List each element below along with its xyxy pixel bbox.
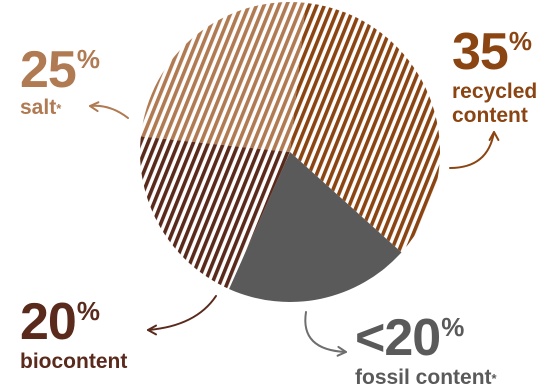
label-recycled: 35% recycled content [452, 26, 537, 128]
unit-recycled: % [508, 26, 532, 56]
unit-biocontent: % [76, 296, 100, 326]
callout-arrows [89, 101, 500, 357]
value-salt: 25 [20, 41, 77, 99]
arrow-recycled [449, 131, 500, 169]
arrow-salt [89, 101, 129, 119]
arrowhead-salt [89, 101, 100, 113]
pie-slice-fossil [228, 152, 402, 302]
pie-slice-biocontent [139, 136, 290, 290]
pie-slice-salt [140, 1, 306, 153]
desc-fossil-text: fossil content [355, 366, 492, 389]
label-biocontent: 20% biocontent [20, 296, 127, 374]
label-salt: 25% salt* [20, 44, 100, 120]
arrowhead-fossil [336, 345, 347, 357]
desc-salt: salt* [20, 96, 100, 120]
label-fossil: <20% fossil content* [355, 312, 497, 390]
desc-salt-text: salt [20, 96, 57, 119]
desc-recycled: recycled content [452, 80, 538, 127]
value-recycled: 35 [452, 23, 509, 81]
fossil-asterisk: * [491, 371, 497, 386]
arrowhead-recycled [488, 131, 500, 141]
pie-slices [139, 1, 441, 302]
unit-fossil: % [441, 312, 465, 342]
arrowhead-biocontent [147, 324, 157, 336]
desc-biocontent: biocontent [20, 350, 128, 373]
pie-slice-recycled [290, 2, 441, 253]
arrow-fossil [304, 311, 347, 357]
value-fossil: <20 [355, 309, 441, 367]
salt-asterisk: * [56, 101, 62, 116]
unit-salt: % [76, 44, 100, 74]
desc-fossil: fossil content* [355, 366, 497, 390]
arrow-biocontent [147, 295, 217, 336]
value-biocontent: 20 [20, 293, 77, 351]
